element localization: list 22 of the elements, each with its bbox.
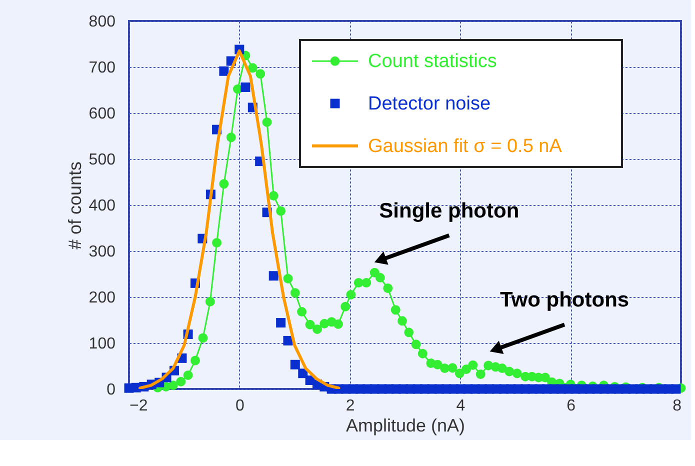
annotation: Two photons [500,288,630,312]
x-tick-label: 6 [566,398,576,414]
x-tick-label: 8 [672,398,682,414]
x-tick-label: 2 [346,398,355,414]
y-tick-label: 200 [88,290,116,306]
x-tick-label: 0 [235,398,244,414]
y-tick-label: 800 [88,14,116,30]
legend-label: Detector noise [368,94,491,114]
y-tick-label: 100 [88,336,116,352]
legend-label: Count statistics [368,51,497,72]
y-axis-title: # of counts [64,161,85,250]
x-tick-label: 4 [456,398,466,414]
y-tick-label: 300 [88,244,116,260]
legend-label: Gaussian fit σ = 0.5 nA [368,136,562,157]
y-tick-label: 600 [88,106,116,122]
x-axis-title: Amplitude (nA) [346,416,466,436]
annotation: Single photon [379,199,520,222]
y-tick-label: 700 [88,60,116,76]
y-tick-label: 400 [88,198,116,214]
x-tick-label: −2 [130,398,148,414]
y-tick-label: 500 [88,152,116,168]
y-tick-label: 0 [106,382,116,398]
